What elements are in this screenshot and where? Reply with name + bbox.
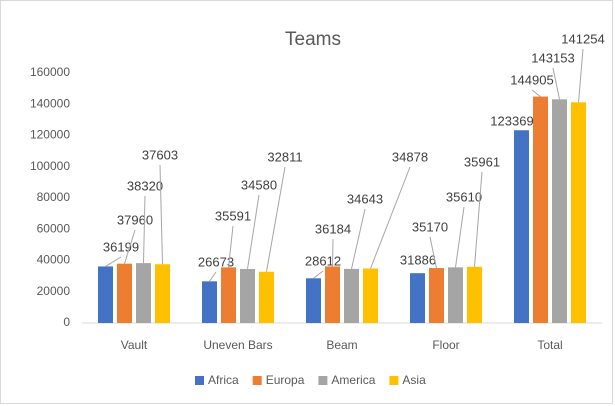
data-label: 35961 xyxy=(464,154,500,169)
leader-line xyxy=(332,238,334,267)
y-tick-label: 0 xyxy=(63,315,70,329)
legend-label: Africa xyxy=(208,373,239,387)
bar xyxy=(155,264,170,323)
data-label: 38320 xyxy=(127,178,163,193)
legend-label: Asia xyxy=(402,373,426,387)
bar xyxy=(240,268,255,323)
bar xyxy=(202,281,217,323)
data-label: 35591 xyxy=(215,208,251,223)
bar xyxy=(533,96,548,323)
data-label: 34580 xyxy=(241,177,277,192)
leader-line xyxy=(209,271,217,282)
leader-line xyxy=(159,164,163,265)
x-tick-label: Floor xyxy=(432,338,459,352)
data-label: 143153 xyxy=(531,50,574,65)
leader-line xyxy=(105,256,122,267)
bar xyxy=(259,271,274,323)
data-label: 123369 xyxy=(490,113,533,128)
y-tick-label: 80000 xyxy=(37,190,71,204)
bar xyxy=(552,99,567,323)
data-label: 32811 xyxy=(267,149,302,164)
leader-line xyxy=(247,194,260,270)
y-tick-label: 20000 xyxy=(37,284,71,298)
bar xyxy=(98,266,113,323)
data-label: 36184 xyxy=(315,221,351,236)
bar xyxy=(221,267,236,323)
data-label: 28612 xyxy=(305,253,341,268)
y-tick-label: 100000 xyxy=(30,159,70,173)
chart-title: Teams xyxy=(285,29,341,50)
data-label: 36199 xyxy=(103,239,139,254)
leader-line xyxy=(228,225,234,268)
leader-line xyxy=(313,270,324,279)
legend-swatch xyxy=(195,376,204,385)
leader-line xyxy=(578,48,584,103)
bar xyxy=(448,267,463,323)
bar xyxy=(363,268,378,323)
legend-swatch xyxy=(252,376,262,385)
bar xyxy=(325,266,340,323)
leader-line xyxy=(370,166,411,269)
leader-line xyxy=(124,229,136,264)
x-tick-label: Beam xyxy=(326,338,357,352)
leader-line xyxy=(474,171,483,267)
data-label: 34878 xyxy=(392,149,428,164)
legend-label: America xyxy=(331,373,375,387)
bar xyxy=(344,268,359,323)
bar xyxy=(410,273,425,323)
data-label: 34643 xyxy=(347,191,383,206)
data-label: 141254 xyxy=(561,31,604,46)
y-tick-label: 160000 xyxy=(30,65,70,79)
legend-label: Europa xyxy=(266,373,305,387)
data-label: 35170 xyxy=(412,219,448,234)
leader-line xyxy=(429,236,437,269)
legend-swatch xyxy=(389,376,399,385)
bar xyxy=(514,130,529,323)
y-tick-label: 60000 xyxy=(37,221,71,235)
legend-swatch xyxy=(318,376,328,385)
bar xyxy=(467,266,482,323)
y-tick-label: 40000 xyxy=(37,253,71,267)
x-tick-label: Uneven Bars xyxy=(203,338,272,352)
data-label: 144905 xyxy=(510,72,553,87)
bar xyxy=(571,102,586,324)
leader-line xyxy=(266,166,286,272)
bar xyxy=(429,268,444,323)
y-tick-label: 140000 xyxy=(30,96,70,110)
bar xyxy=(306,278,321,323)
bar xyxy=(117,263,132,323)
x-tick-label: Total xyxy=(537,338,562,352)
data-label: 31886 xyxy=(400,252,436,267)
leader-line xyxy=(455,206,465,268)
leader-line xyxy=(531,89,541,97)
x-tick-label: Vault xyxy=(121,338,148,352)
leader-line xyxy=(143,195,146,264)
leader-line xyxy=(351,208,366,269)
data-label: 37960 xyxy=(117,212,153,227)
data-label: 35610 xyxy=(446,189,482,204)
data-label: 37603 xyxy=(142,147,178,162)
data-label: 26673 xyxy=(198,254,234,269)
bar xyxy=(136,263,151,323)
leader-line xyxy=(552,67,560,100)
y-tick-label: 120000 xyxy=(30,128,70,142)
